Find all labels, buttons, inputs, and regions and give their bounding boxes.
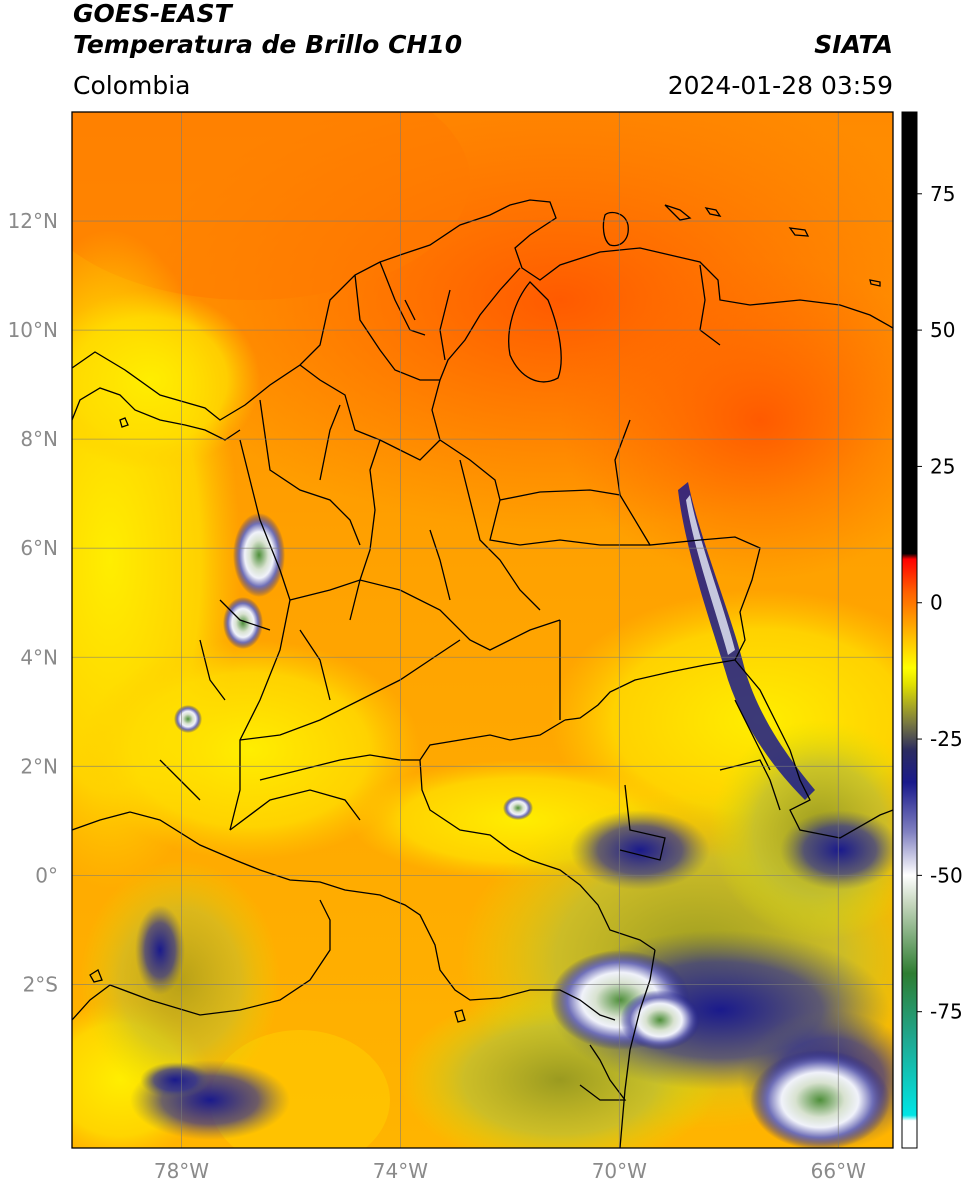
longitude-tick-label: 78°W [154,1159,209,1183]
latitude-tick-label: 0° [35,863,58,887]
graticule [72,112,893,1148]
longitude-tick-label: 74°W [373,1159,428,1183]
latitude-tick-label: 12°N [8,209,58,233]
colorbar-tick-label: -50 [930,863,963,887]
political-borders [72,199,893,1148]
colorbar-tick-label: -25 [930,727,963,751]
colorbar-tick-label: -75 [930,1000,963,1024]
longitude-tick-label: 66°W [811,1159,866,1183]
colorbar-tick-label: 0 [930,591,943,615]
longitude-tick-label: 70°W [592,1159,647,1183]
colorbar-tick-label: 75 [930,182,955,206]
map-frame [71,111,894,1149]
latitude-tick-label: 4°N [20,645,58,669]
latitude-tick-label: 10°N [8,318,58,342]
region-subtitle: Colombia [73,71,191,100]
colorbar-frame [901,111,918,1149]
latitude-tick-label: 2°N [20,754,58,778]
brightness-temperature-field [72,112,893,1148]
satellite-title: GOES-EAST [73,0,232,28]
latitude-tick-label: 8°N [20,427,58,451]
colorbar-tick-label: 25 [930,454,955,478]
latitude-axis: 12°N 10°N 8°N 6°N 4°N 2°N 0° 2°S [8,209,58,996]
colorbar-ticks: 75 50 25 0 -25 -50 -75 [917,182,963,1024]
latitude-tick-label: 6°N [20,536,58,560]
longitude-axis: 78°W 74°W 70°W 66°W [154,1159,866,1183]
timestamp-label: 2024-01-28 03:59 [667,71,893,100]
colorbar-tick-label: 50 [930,318,955,342]
agency-label: SIATA [814,30,893,59]
product-title: Temperatura de Brillo CH10 [73,30,463,59]
colorbar [902,112,917,1148]
latitude-tick-label: 2°S [23,972,58,996]
